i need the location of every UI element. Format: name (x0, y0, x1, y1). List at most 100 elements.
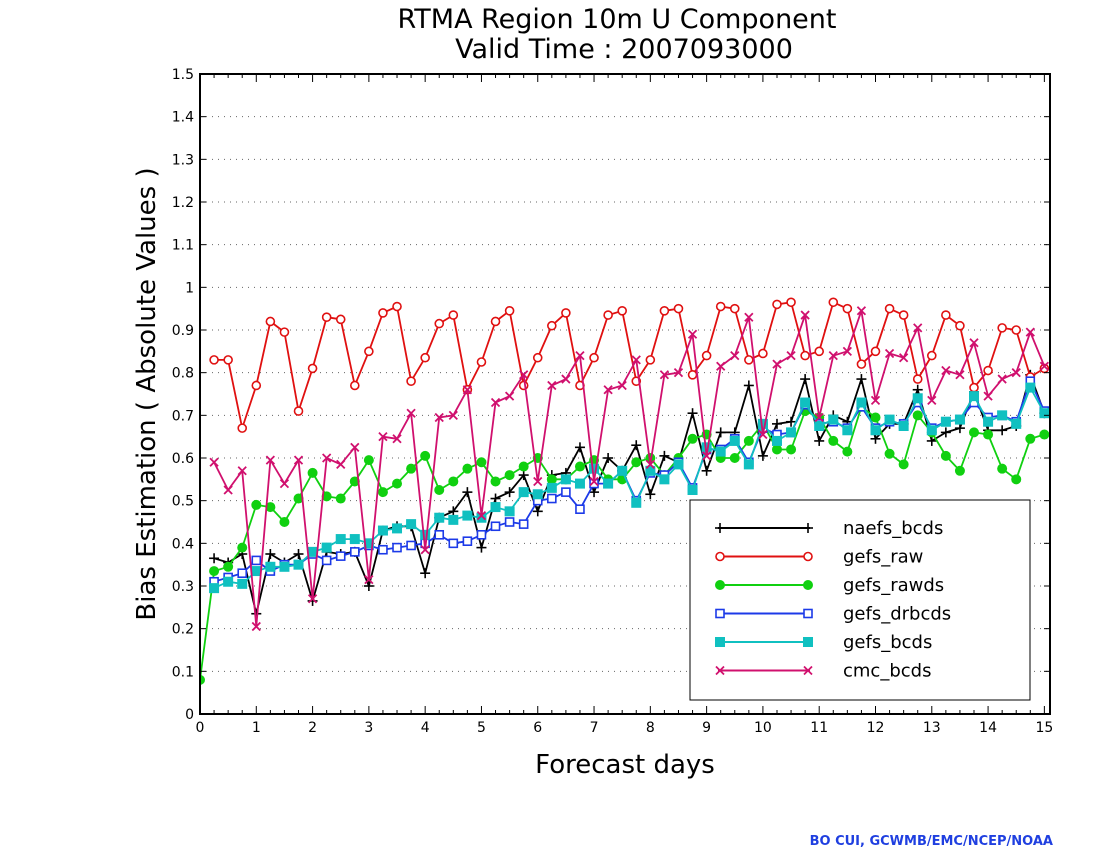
legend-entry: cmc_bcds (715, 661, 931, 682)
marker-shape (363, 455, 374, 466)
data-point (518, 519, 529, 529)
marker-shape (926, 425, 937, 436)
data-point (448, 410, 458, 420)
data-point (603, 478, 614, 489)
data-point (715, 608, 725, 619)
marker-shape (673, 303, 684, 314)
marker-stroke (561, 374, 571, 384)
y-tick-label: 1.1 (172, 238, 194, 254)
marker-shape (870, 346, 881, 357)
legend-label: gefs_rawds (843, 575, 944, 596)
legend-label: gefs_drbcds (843, 604, 951, 625)
data-point (715, 301, 726, 312)
marker-shape (856, 359, 867, 369)
credit-text: BO CUI, GCWMB/EMC/NCEP/NOAA (810, 834, 1053, 849)
marker-shape (729, 435, 740, 446)
marker-shape (758, 348, 768, 359)
marker-shape (335, 551, 346, 561)
marker-shape (828, 435, 839, 446)
marker-shape (659, 474, 670, 485)
marker-shape (771, 444, 782, 455)
marker-shape (715, 637, 725, 647)
legend-entry: gefs_rawds (715, 575, 944, 596)
marker-shape (200, 674, 205, 685)
y-axis-label: Bias Estimation ( Absolute Values ) (132, 167, 162, 620)
marker-shape (1025, 433, 1036, 444)
data-point (715, 551, 725, 562)
data-point (574, 442, 585, 453)
marker-shape (561, 308, 571, 318)
y-tick-label: 0.4 (172, 536, 194, 552)
data-point (743, 459, 754, 470)
data-point (884, 448, 895, 459)
marker-shape (884, 414, 895, 425)
marker-shape (983, 416, 994, 427)
marker-shape (870, 412, 881, 423)
data-point (420, 568, 431, 579)
data-point (293, 559, 304, 570)
marker-shape (561, 487, 571, 497)
data-point (490, 493, 501, 504)
marker-shape (997, 463, 1008, 474)
marker-shape (1011, 474, 1022, 485)
marker-shape (420, 450, 431, 461)
marker-shape (926, 350, 937, 361)
data-point (420, 450, 431, 461)
data-point (828, 414, 839, 425)
marker-shape (803, 637, 813, 647)
data-point (1025, 327, 1035, 337)
marker-shape (377, 487, 388, 498)
data-point (434, 318, 445, 329)
legend-entry: gefs_bcds (715, 632, 932, 653)
marker-stroke (575, 350, 585, 361)
marker-stroke (645, 459, 655, 470)
marker-stroke (519, 370, 529, 380)
legend: naefs_bcds gefs_raw gefs_rawds gefs_drbcdsg… (689, 499, 1031, 701)
data-point (772, 299, 782, 310)
data-point (940, 450, 951, 461)
data-point (476, 457, 487, 468)
marker-shape (803, 608, 813, 619)
data-point (504, 517, 515, 527)
data-point (842, 346, 852, 356)
marker-shape (969, 382, 979, 393)
data-point (927, 395, 937, 406)
marker-shape (265, 561, 276, 572)
marker-shape (350, 547, 360, 557)
data-point (926, 425, 937, 436)
data-point (603, 453, 614, 463)
data-point (786, 416, 797, 427)
marker-shape (603, 478, 614, 489)
marker-shape (462, 463, 473, 474)
data-point (687, 408, 698, 419)
data-point (603, 310, 613, 320)
data-point (406, 376, 416, 387)
data-point (546, 482, 557, 493)
data-point (336, 459, 346, 470)
marker-shape (532, 489, 543, 500)
data-point (603, 385, 613, 395)
marker-shape (898, 421, 909, 431)
marker-shape (983, 365, 993, 376)
marker-shape (603, 310, 613, 320)
marker-shape (279, 561, 290, 572)
data-point (983, 365, 993, 376)
y-tick-label: 1.5 (172, 67, 194, 83)
marker-shape (631, 457, 642, 468)
data-point (209, 553, 220, 564)
marker-stroke (856, 306, 867, 316)
data-point (364, 574, 374, 585)
data-point (519, 370, 529, 380)
data-point (800, 350, 810, 361)
marker-shape (504, 517, 515, 527)
data-point (322, 453, 332, 463)
data-point (406, 463, 417, 474)
data-point (771, 444, 782, 455)
marker-shape (575, 504, 585, 515)
marker-shape (420, 529, 431, 540)
data-point (518, 461, 529, 472)
data-point (1039, 408, 1050, 419)
marker-stroke (237, 466, 247, 476)
data-point (814, 412, 824, 423)
data-point (392, 434, 402, 444)
